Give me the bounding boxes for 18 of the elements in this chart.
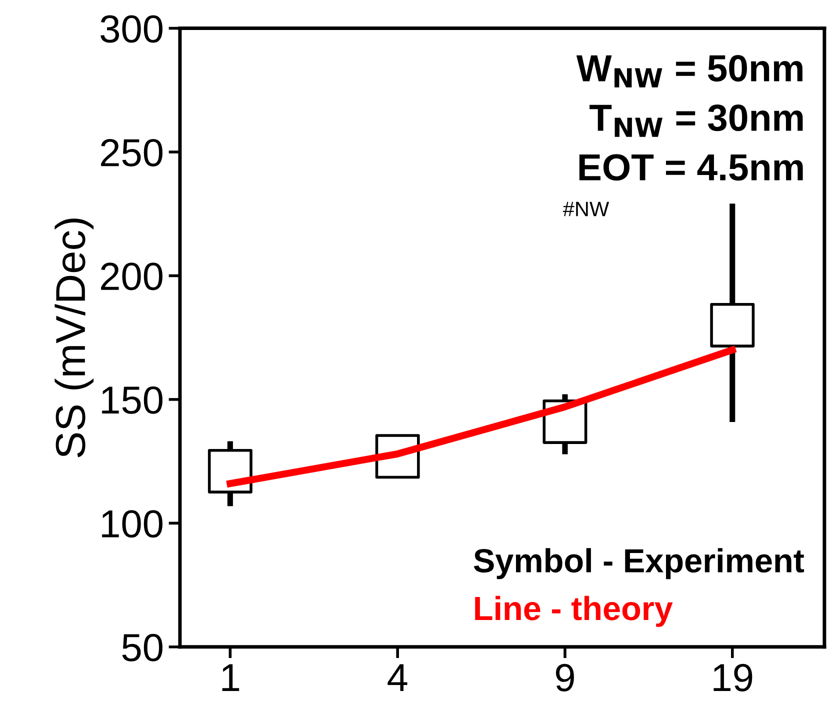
text: Symbol - Experiment xyxy=(474,548,804,580)
y-axis-title: SS (mV/Dec) xyxy=(54,218,94,458)
y-tick-label: 250 xyxy=(101,138,162,166)
y-tick-label: 150 xyxy=(102,386,162,414)
y-tick-label: 300 xyxy=(100,15,162,43)
point xyxy=(710,302,755,348)
annotation: #NW xyxy=(562,202,610,216)
annotation: EOT = 4.5nm xyxy=(579,154,803,181)
x-tick-label: 19 xyxy=(714,664,752,692)
x-tick-label: 1 xyxy=(222,664,240,692)
annotation: W$_{NW}$ = 50nm xyxy=(576,55,802,88)
x-tick-label: 4 xyxy=(388,664,408,692)
y-tick-label: 100 xyxy=(102,510,162,538)
x-tick-label: 9 xyxy=(556,664,574,692)
annotation: T$_{NW}$ = 30nm xyxy=(590,104,803,137)
y-tick-label: 50 xyxy=(122,634,162,662)
text: Line - theory xyxy=(475,596,673,627)
y-tick-label: 200 xyxy=(101,262,162,290)
